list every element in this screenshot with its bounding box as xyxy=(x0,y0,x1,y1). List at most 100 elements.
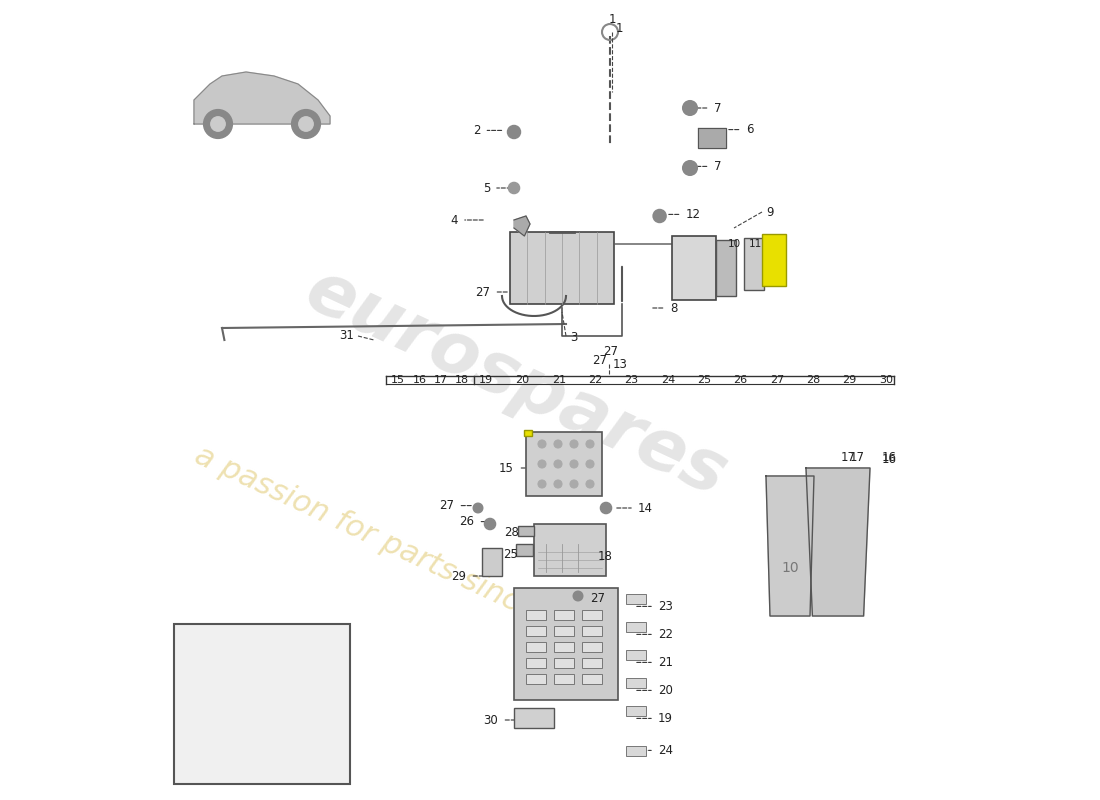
Text: 20: 20 xyxy=(658,684,673,697)
Bar xyxy=(626,622,646,632)
Bar xyxy=(582,642,602,652)
Text: 15: 15 xyxy=(390,375,405,385)
Bar xyxy=(582,610,602,620)
Circle shape xyxy=(570,460,578,468)
Bar xyxy=(716,240,736,296)
Polygon shape xyxy=(194,72,330,124)
Text: 27: 27 xyxy=(770,375,784,385)
Bar xyxy=(514,588,618,700)
Bar xyxy=(554,626,574,636)
Bar xyxy=(534,524,606,576)
Bar xyxy=(582,658,602,668)
Text: 26: 26 xyxy=(459,515,474,528)
Text: 22: 22 xyxy=(588,375,602,385)
Bar xyxy=(762,234,786,286)
Bar xyxy=(516,544,534,556)
Bar xyxy=(526,642,546,652)
Text: 28: 28 xyxy=(504,526,519,538)
Bar xyxy=(526,658,546,668)
Text: 17: 17 xyxy=(850,451,865,464)
Bar xyxy=(554,674,574,684)
Text: 26: 26 xyxy=(734,375,748,385)
Bar xyxy=(514,708,554,728)
Circle shape xyxy=(507,126,520,138)
Text: 15: 15 xyxy=(499,462,514,474)
Text: 23: 23 xyxy=(625,375,638,385)
Text: 13: 13 xyxy=(613,358,627,371)
Text: 16: 16 xyxy=(882,454,896,466)
Circle shape xyxy=(211,117,226,131)
Circle shape xyxy=(204,110,232,138)
Text: 29: 29 xyxy=(451,570,466,582)
Text: 25: 25 xyxy=(697,375,712,385)
Text: 3: 3 xyxy=(570,331,578,344)
Text: eurospares: eurospares xyxy=(294,255,737,511)
Text: 25: 25 xyxy=(503,548,518,561)
Text: 11: 11 xyxy=(748,239,761,249)
Circle shape xyxy=(292,110,320,138)
Circle shape xyxy=(683,161,697,175)
Text: 17: 17 xyxy=(433,375,448,385)
Text: 7: 7 xyxy=(714,160,722,173)
Circle shape xyxy=(601,502,612,514)
Text: 27: 27 xyxy=(603,346,618,358)
Text: 28: 28 xyxy=(806,375,821,385)
Text: 10: 10 xyxy=(727,239,740,249)
Circle shape xyxy=(570,480,578,488)
Text: 27: 27 xyxy=(590,592,605,605)
Text: 27: 27 xyxy=(439,499,454,512)
Text: 21: 21 xyxy=(658,656,673,669)
Polygon shape xyxy=(806,468,870,616)
Circle shape xyxy=(538,440,546,448)
Circle shape xyxy=(586,440,594,448)
Polygon shape xyxy=(514,216,530,236)
Text: 6: 6 xyxy=(746,123,754,136)
Text: 29: 29 xyxy=(843,375,857,385)
Text: 27: 27 xyxy=(592,354,607,366)
Text: 2: 2 xyxy=(473,124,481,137)
Bar xyxy=(510,232,614,304)
Text: 19: 19 xyxy=(658,712,673,725)
Text: 16: 16 xyxy=(412,375,427,385)
Text: 14: 14 xyxy=(638,502,653,514)
Text: 18: 18 xyxy=(598,550,613,562)
Text: 23: 23 xyxy=(658,600,673,613)
Bar xyxy=(626,650,646,660)
Text: 10: 10 xyxy=(781,561,799,575)
Circle shape xyxy=(586,460,594,468)
Circle shape xyxy=(538,460,546,468)
Bar xyxy=(626,678,646,688)
Circle shape xyxy=(554,440,562,448)
Bar xyxy=(582,674,602,684)
Text: 30: 30 xyxy=(483,714,498,726)
Bar xyxy=(526,432,602,496)
Text: 17: 17 xyxy=(840,451,856,464)
Text: 24: 24 xyxy=(661,375,675,385)
Text: 1: 1 xyxy=(608,14,616,26)
Text: 19: 19 xyxy=(478,375,493,385)
Circle shape xyxy=(683,101,697,115)
Bar xyxy=(582,626,602,636)
Circle shape xyxy=(538,480,546,488)
Text: 4: 4 xyxy=(451,214,458,226)
Circle shape xyxy=(573,591,583,601)
Text: 20: 20 xyxy=(515,375,529,385)
Text: a passion for parts since 1985: a passion for parts since 1985 xyxy=(190,441,620,662)
Text: 31: 31 xyxy=(339,330,354,342)
Circle shape xyxy=(299,117,314,131)
Text: 7: 7 xyxy=(714,102,722,114)
Polygon shape xyxy=(766,476,814,616)
Bar xyxy=(626,594,646,604)
Text: 5: 5 xyxy=(483,182,490,194)
Bar xyxy=(518,526,534,536)
Bar xyxy=(525,430,532,436)
Text: 21: 21 xyxy=(552,375,565,385)
Bar xyxy=(526,610,546,620)
Circle shape xyxy=(508,182,519,194)
Text: 30: 30 xyxy=(879,375,893,385)
Circle shape xyxy=(484,518,496,530)
Circle shape xyxy=(554,460,562,468)
Text: 22: 22 xyxy=(658,628,673,641)
Bar xyxy=(554,610,574,620)
Text: 16: 16 xyxy=(882,451,896,464)
